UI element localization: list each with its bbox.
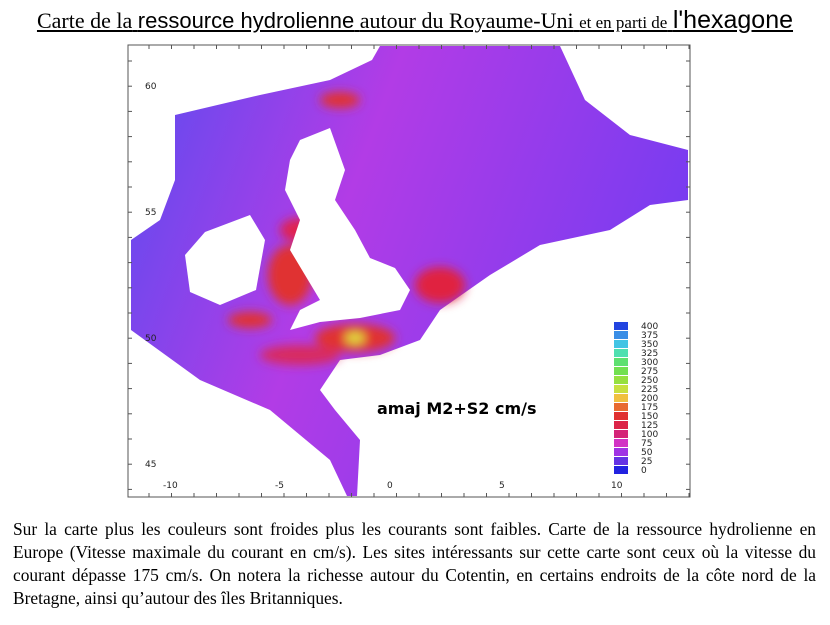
lon-label: -5 (275, 481, 284, 491)
legend-swatch (614, 448, 628, 456)
legend-swatch (614, 403, 628, 411)
legend-swatch (614, 457, 628, 465)
legend-swatch (614, 358, 628, 366)
title-part: autour du Royaume-Uni (359, 8, 574, 33)
legend-label: 0 (641, 466, 647, 476)
legend-label: 75 (641, 439, 652, 449)
legend: 4003753503253002752502252001751501251007… (614, 322, 658, 476)
legend-swatch (614, 322, 628, 330)
legend-label: 125 (641, 421, 658, 431)
legend-label: 225 (641, 385, 658, 395)
lat-label: 60 (145, 82, 157, 92)
legend-swatch (614, 331, 628, 339)
lon-label: 0 (387, 481, 393, 491)
legend-swatch (614, 340, 628, 348)
legend-label: 100 (641, 430, 658, 440)
legend-title: amaj M2+S2 cm/s (377, 399, 537, 418)
legend-swatch (614, 385, 628, 393)
legend-label: 275 (641, 367, 658, 377)
legend-swatch (614, 439, 628, 447)
legend-swatch (614, 466, 628, 474)
legend-swatch (614, 421, 628, 429)
axis-labels: 60 55 50 45 -10 -5 0 5 10 (145, 82, 623, 491)
title-part: l'hexagone (672, 6, 794, 34)
great-britain (285, 128, 410, 330)
legend-label: 325 (641, 349, 658, 359)
legend-swatch (614, 412, 628, 420)
lon-label: -10 (163, 481, 178, 491)
frame-ticks (128, 45, 690, 497)
title-part: ressource hydrolienne (137, 8, 355, 33)
legend-label: 50 (641, 448, 653, 458)
legend-label: 350 (641, 340, 658, 350)
title-part: et en parti de (579, 13, 668, 32)
legend-label: 375 (641, 331, 658, 341)
title-part: Carte de la (36, 8, 133, 33)
legend-swatch (614, 349, 628, 357)
lon-label: 5 (499, 481, 505, 491)
legend-label: 175 (641, 403, 658, 413)
lat-label: 50 (145, 334, 157, 344)
legend-label: 250 (641, 376, 658, 386)
title: Carte de la ressource hydrolienne autour… (0, 6, 830, 35)
legend-label: 25 (641, 457, 652, 467)
lat-label: 45 (145, 460, 156, 470)
caption: Sur la carte plus les couleurs sont froi… (13, 519, 816, 608)
legend-swatch (614, 394, 628, 402)
sea (131, 46, 688, 496)
ireland (185, 215, 265, 305)
legend-label: 200 (641, 394, 658, 404)
lon-label: 10 (611, 481, 623, 491)
legend-swatch (614, 367, 628, 375)
lat-label: 55 (145, 208, 156, 218)
legend-swatch (614, 430, 628, 438)
legend-label: 150 (641, 412, 658, 422)
legend-label: 300 (641, 358, 658, 368)
legend-swatch (614, 376, 628, 384)
legend-label: 400 (641, 322, 658, 332)
map: amaj M2+S2 cm/s 400375350325300275250225… (127, 44, 691, 498)
